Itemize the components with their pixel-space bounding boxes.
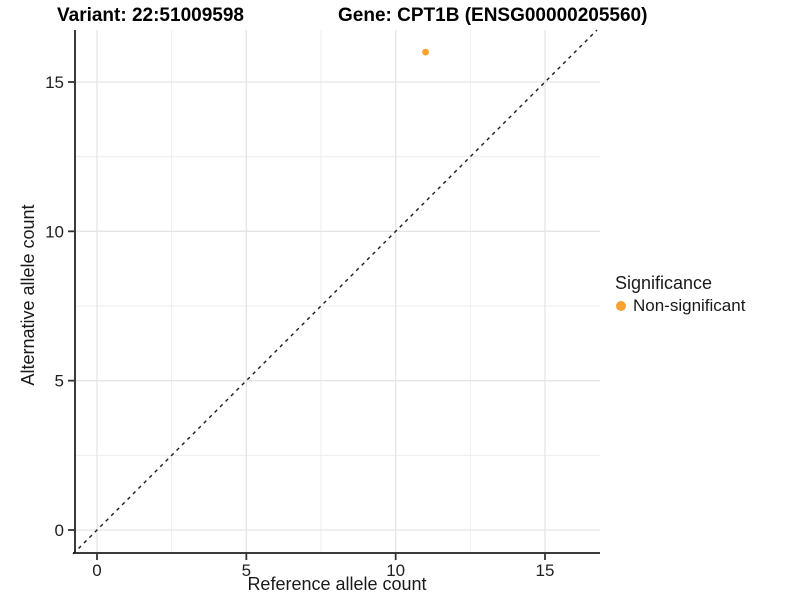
legend: Significance Non-significant — [614, 272, 745, 316]
axis-lines — [73, 30, 600, 554]
axis-ticks — [68, 81, 546, 560]
y-tick-label: 10 — [45, 222, 64, 241]
legend-entry: Non-significant — [614, 295, 745, 316]
data-points — [422, 48, 429, 56]
legend-title: Significance — [615, 273, 713, 293]
data-point — [422, 48, 429, 56]
legend-entry-label: Non-significant — [633, 296, 746, 315]
major-gridlines — [74, 30, 600, 553]
minor-gridlines — [74, 30, 600, 553]
x-axis-title: Reference allele count — [247, 574, 427, 594]
x-tick-label: 5 — [242, 561, 251, 580]
y-axis-title: Alternative allele count — [18, 204, 38, 386]
identity-dashed-line — [72, 29, 598, 555]
legend-key-dot-icon — [616, 300, 626, 311]
y-tick-label: 15 — [45, 73, 64, 92]
y-tick-label: 5 — [55, 372, 64, 391]
gene-title: Gene: CPT1B (ENSG00000205560) — [338, 5, 648, 26]
x-tick-label: 10 — [386, 561, 405, 580]
identity-line — [72, 29, 598, 555]
x-tick-label: 0 — [92, 561, 101, 580]
axis-tick-labels: 0 5 10 15 0 5 10 15 — [45, 73, 554, 580]
variant-title: Variant: 22:51009598 — [57, 5, 244, 26]
y-tick-label: 0 — [55, 521, 64, 540]
x-tick-label: 15 — [536, 561, 555, 580]
